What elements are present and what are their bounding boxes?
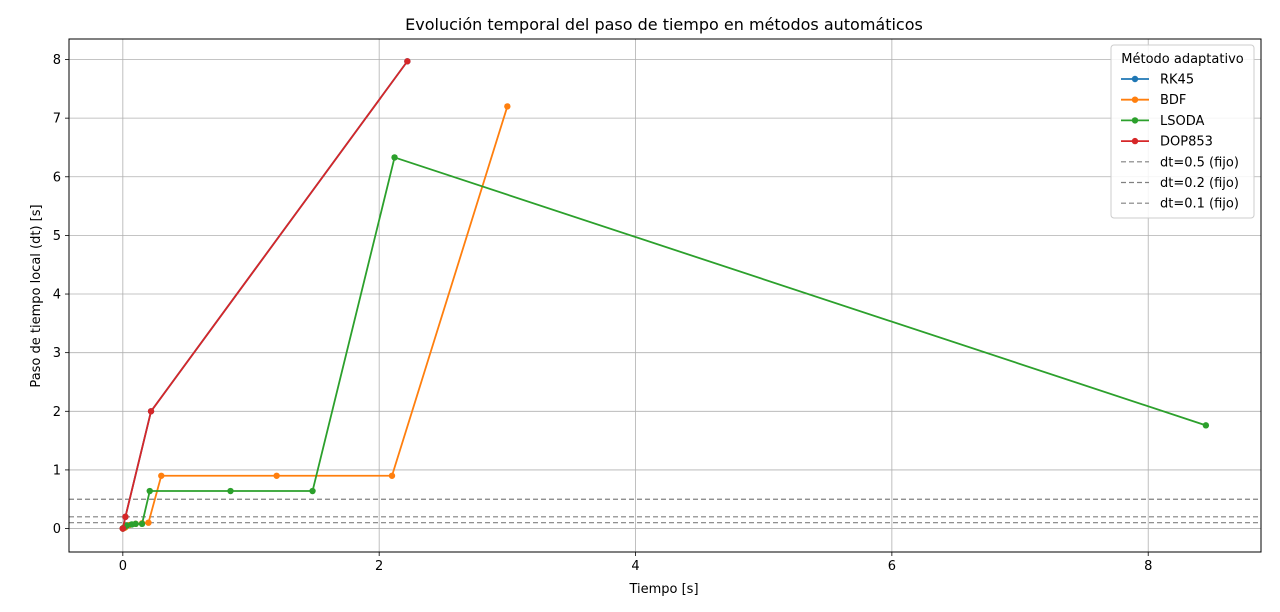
legend-marker [1131,137,1139,145]
reference-lines [69,498,1261,524]
chart-title: Evolución temporal del paso de tiempo en… [405,15,923,34]
y-tick-label: 7 [53,112,61,127]
series-line [122,156,1207,530]
legend-title: Método adaptativo [1121,52,1244,67]
y-tick-label: 6 [53,170,61,185]
x-tick-label: 6 [888,559,896,574]
series-lsoda [119,154,1210,532]
y-tick-label: 4 [53,288,61,303]
y-tick-label: 3 [53,346,61,361]
x-tick-label: 8 [1144,559,1152,574]
legend-label: DOP853 [1160,135,1213,150]
legend-marker [1131,96,1139,103]
series-line [121,60,409,529]
plot-frame [68,38,1262,553]
data-point [309,487,316,495]
y-axis-label: Paso de tiempo local (dt) [s] [29,204,44,387]
x-axis-label: Tiempo [s] [628,582,698,597]
series-rk45 [119,58,411,532]
series-bdf [119,103,511,532]
data-point [1202,422,1210,429]
legend-label: dt=0.1 (fijo) [1160,197,1239,212]
series-dop853 [119,58,411,532]
y-tick-label: 1 [53,463,61,478]
data-point [404,58,411,65]
data-point [227,487,234,495]
series-group [119,58,1210,532]
data-point [119,525,127,532]
data-point [147,408,155,415]
x-axis: 0 2 4 6 8 [119,552,1152,574]
data-point [504,103,511,110]
data-point [122,513,129,521]
y-tick-label: 8 [53,53,61,68]
data-point [132,520,139,528]
y-tick-label: 2 [53,405,61,420]
y-tick-label: 0 [53,522,61,537]
x-tick-label: 4 [631,559,639,574]
legend-label: LSODA [1160,114,1205,129]
y-tick-label: 5 [53,229,61,244]
legend: Método adaptativo RK45 BDF LSODA DOP853 dt=0.… [1110,44,1255,219]
legend-marker [1131,117,1139,124]
series-line [122,106,509,530]
data-point [273,472,280,479]
data-point [388,472,396,479]
data-point [138,520,146,528]
legend-label: BDF [1160,93,1186,108]
data-point [158,472,165,479]
grid [69,39,1261,552]
legend-box [1110,44,1255,219]
y-axis: 0 1 2 3 4 5 6 7 8 [53,53,69,537]
data-point [146,487,153,495]
legend-label: dt=0.2 (fijo) [1160,176,1239,191]
x-tick-label: 0 [119,559,127,574]
data-point [145,519,152,526]
x-tick-label: 2 [375,559,383,574]
series-line [121,60,409,529]
legend-marker [1131,75,1139,83]
data-point [391,154,398,161]
legend-label: RK45 [1160,73,1194,88]
legend-label: dt=0.5 (fijo) [1160,155,1239,170]
